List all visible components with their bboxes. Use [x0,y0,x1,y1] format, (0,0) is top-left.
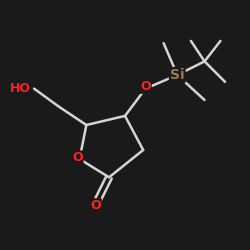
Text: O: O [140,80,151,93]
Text: HO: HO [10,82,31,95]
Text: O: O [90,199,101,212]
Text: Si: Si [170,68,184,82]
Text: O: O [72,152,83,164]
